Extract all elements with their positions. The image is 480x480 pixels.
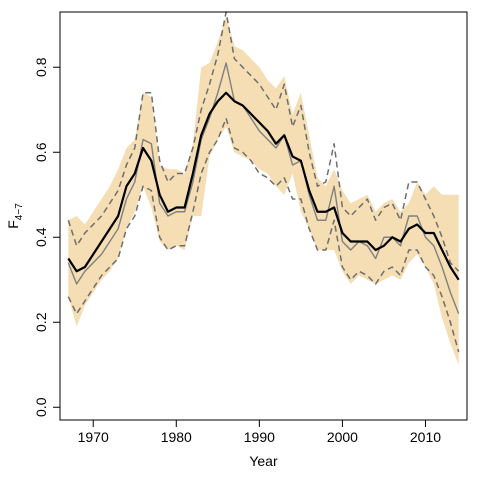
series-lower-interval-line [67,117,460,353]
x-axis: 1970 1980 1990 2000 2010 [78,419,441,445]
plot-area [67,11,460,365]
x-tick-label: 2000 [327,429,358,445]
y-tick-label: 0.6 [33,142,49,162]
x-tick-label: 1970 [78,429,109,445]
x-tick-label: 1980 [161,429,192,445]
y-tick-label: 0.2 [33,312,49,332]
y-axis-title-subscript: 4−7 [14,203,25,220]
x-tick-label: 1990 [244,429,275,445]
y-tick-label: 0.8 [33,57,49,77]
x-tick-label: 2010 [410,429,441,445]
y-tick-label: 0.4 [33,227,49,247]
series-estimate-line [67,91,460,281]
y-tick-label: 0.0 [33,397,49,417]
y-axis-title: F4−7 [5,203,25,229]
svg-text:F4−7: F4−7 [5,203,25,229]
confidence-band [68,16,459,365]
x-axis-title: Year [249,453,278,469]
y-axis-title-main: F [5,220,21,229]
series-upper-interval-line [67,11,460,272]
y-axis: 0.0 0.2 0.4 0.6 0.8 [33,57,61,417]
